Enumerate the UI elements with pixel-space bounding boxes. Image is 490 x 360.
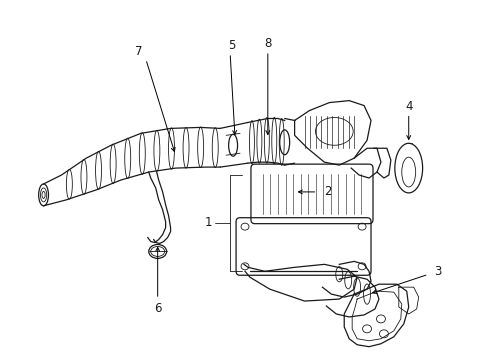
Text: 3: 3 (435, 265, 442, 278)
Text: 6: 6 (154, 302, 161, 315)
Text: 5: 5 (228, 39, 236, 51)
Text: 8: 8 (264, 37, 271, 50)
Text: 1: 1 (205, 216, 212, 229)
Text: 2: 2 (324, 185, 332, 198)
Text: 4: 4 (405, 100, 413, 113)
Text: 7: 7 (135, 45, 143, 58)
